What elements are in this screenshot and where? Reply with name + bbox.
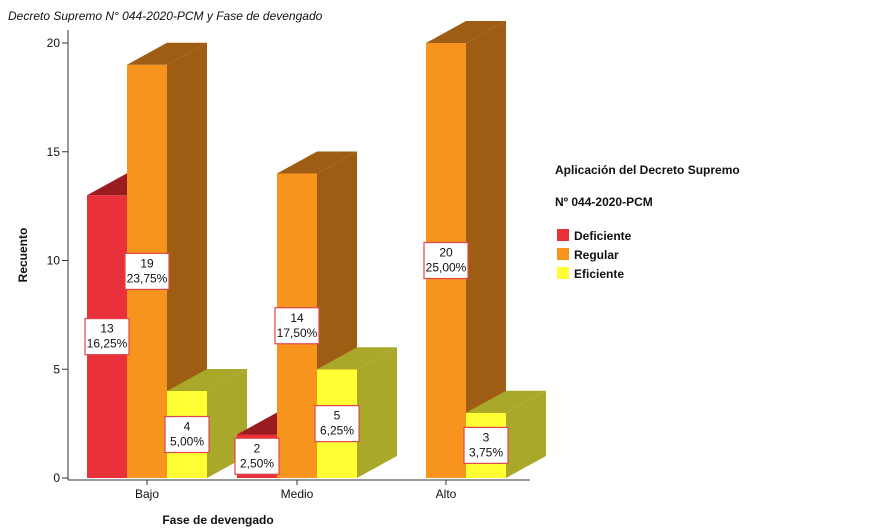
x-tick-label: Bajo [135, 487, 159, 501]
bar-side [167, 42, 207, 478]
legend-title: Nº 044-2020-PCM [555, 195, 653, 209]
data-label-percent: 3,75% [469, 445, 503, 459]
y-tick-label: 20 [47, 36, 61, 50]
data-label-percent: 5,00% [170, 435, 204, 449]
legend-swatch [557, 229, 569, 241]
data-label: 56,25% [314, 405, 360, 443]
legend-swatch [557, 267, 569, 279]
bar-side [357, 347, 397, 478]
legend-label: Eficiente [574, 267, 624, 281]
bar-top [466, 390, 546, 413]
data-label-percent: 23,75% [127, 271, 168, 285]
data-label-percent: 25,00% [426, 261, 467, 275]
y-tick-label: 0 [53, 471, 60, 485]
data-label-box [314, 405, 360, 443]
data-label-box [164, 415, 210, 454]
chart-title: Decreto Supremo N° 044-2020-PCM y Fase d… [8, 9, 323, 23]
data-label-count: 19 [140, 256, 154, 270]
bar-side [506, 390, 546, 478]
y-tick-label: 10 [47, 254, 61, 268]
data-label-box [423, 241, 469, 280]
x-tick-label: Alto [436, 487, 457, 501]
y-axis-label: Recuento [16, 228, 30, 283]
bar-top [317, 347, 397, 370]
legend-label: Deficiente [574, 229, 632, 243]
data-label-count: 14 [290, 311, 304, 325]
data-label-count: 20 [439, 246, 453, 260]
data-label-count: 4 [184, 420, 191, 434]
data-label: 45,00% [164, 415, 210, 454]
bar-top [426, 21, 506, 43]
bar-top [127, 42, 207, 65]
bar-top [277, 151, 357, 174]
x-tick-label: Medio [281, 487, 314, 501]
data-label-box [234, 437, 280, 475]
data-label-percent: 6,25% [320, 424, 354, 438]
data-label: 33,75% [463, 426, 509, 464]
bar-side [466, 21, 506, 478]
data-label-percent: 17,50% [277, 326, 318, 340]
data-label-percent: 16,25% [87, 337, 128, 351]
legend-swatch [557, 248, 569, 260]
data-label-box [84, 318, 130, 356]
data-label-box [274, 307, 320, 345]
data-label-count: 3 [483, 430, 490, 444]
data-label-count: 2 [254, 441, 261, 455]
x-axis-label: Fase de devengado [162, 513, 273, 527]
data-label-count: 5 [334, 409, 341, 423]
legend-label: Regular [574, 248, 619, 262]
y-tick-label: 15 [47, 145, 61, 159]
data-label-box [463, 426, 509, 464]
data-label-percent: 2,50% [240, 456, 274, 470]
data-label: 22,50% [234, 437, 280, 475]
data-label-box [124, 252, 170, 290]
legend-title: Aplicación del Decreto Supremo [555, 163, 740, 177]
bar-top [167, 369, 247, 391]
data-label-count: 13 [100, 322, 114, 336]
y-tick-label: 5 [53, 362, 60, 376]
